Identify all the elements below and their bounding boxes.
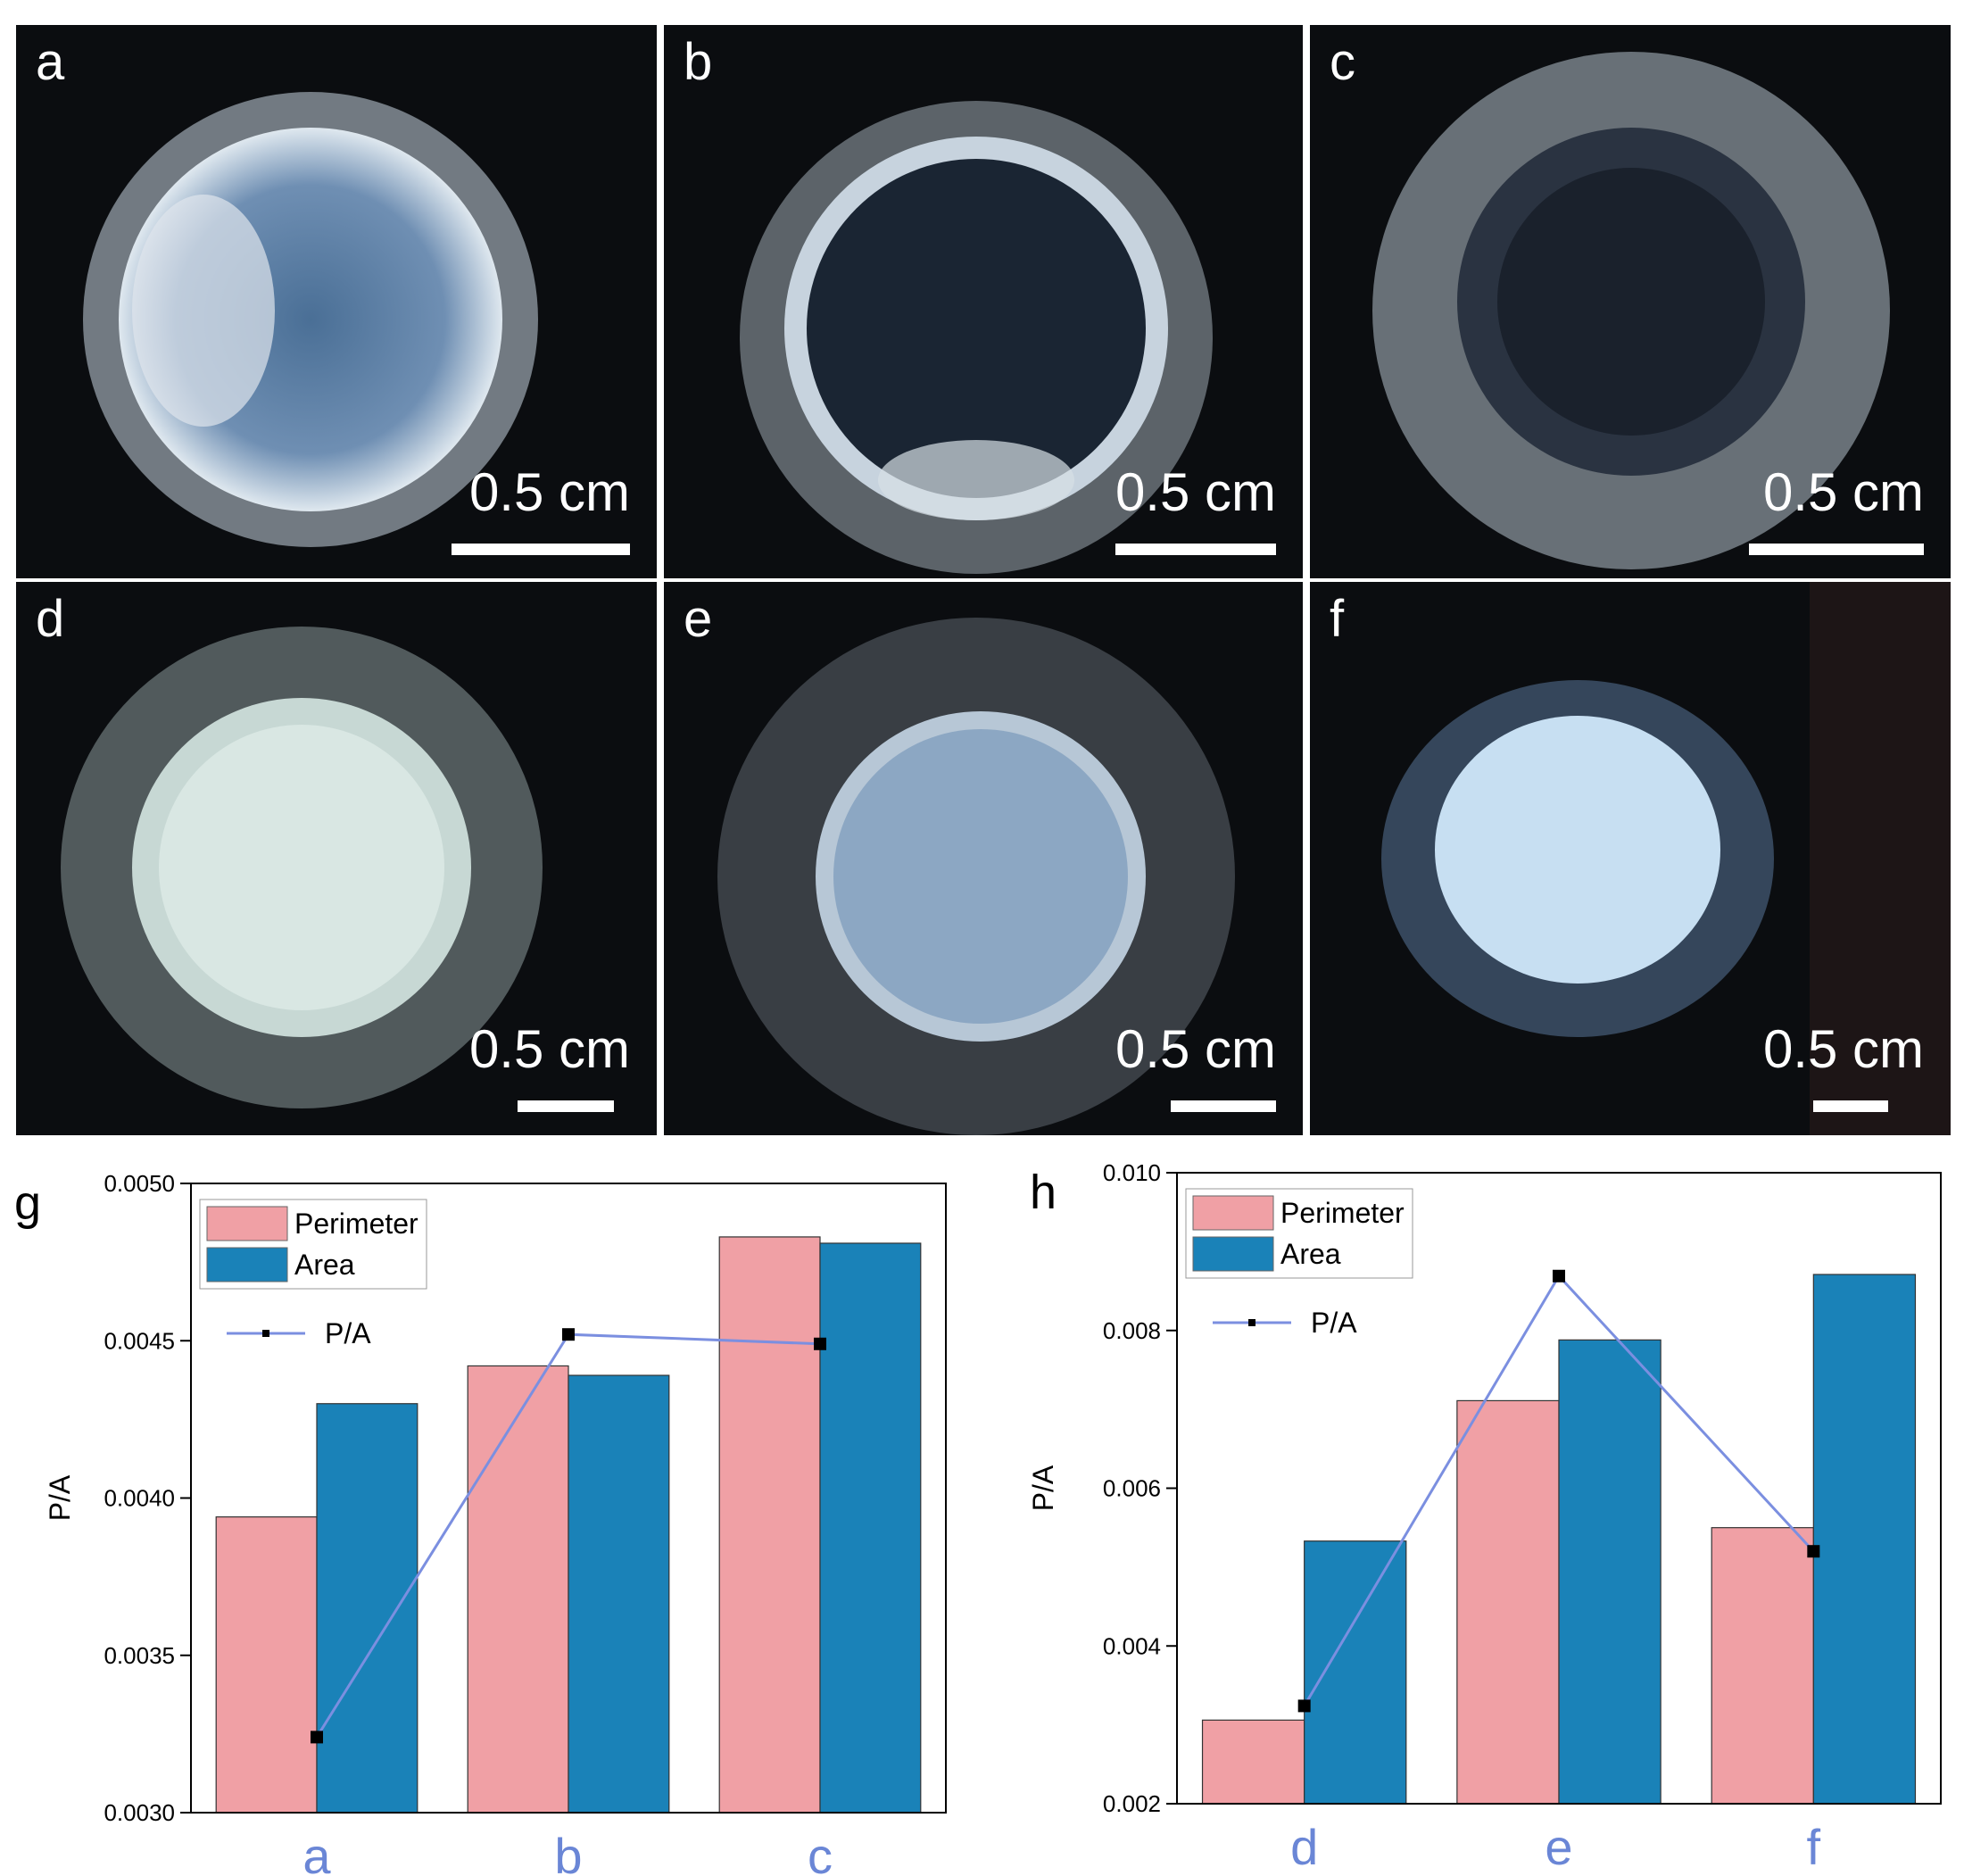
y-tick-label-g-2: 0.0040 [104,1485,175,1512]
legend-label-perimeter-g: Perimeter [294,1208,418,1240]
x-category-label-c: c [808,1828,833,1876]
legend-label-pa-h: P/A [1311,1307,1357,1339]
scale-label-a: 0.5 cm [468,462,630,522]
scale-label-b: 0.5 cm [1115,462,1276,522]
pa-point-d [1297,1699,1311,1713]
scale-bar-d [518,1100,614,1112]
bar-perimeter-a [215,1516,318,1814]
bar-area-b [568,1374,670,1814]
specimen-b-image [740,101,1213,574]
bar-area-a [316,1403,418,1814]
x-category-label-d: d [1290,1819,1318,1875]
panel-letter-e: e [684,590,713,648]
y-axis-label-h: P/A [1027,1465,1059,1511]
scale-bar-a [452,544,630,555]
panel-letter-b: b [684,33,713,91]
legend-label-pa-g: P/A [325,1317,371,1349]
scale-label-d: 0.5 cm [468,1019,630,1079]
legend-label-area-g: Area [294,1249,355,1281]
bar-perimeter-f [1711,1527,1814,1805]
plot-frame-g [190,1183,947,1814]
y-tick-label-g-4: 0.0050 [104,1170,175,1197]
x-category-label-a: a [302,1828,331,1876]
specimen-a-image [83,92,538,547]
bar-area-f [1812,1274,1917,1805]
chart-h: h 0.002 0.004 0.006 0.008 0.010 P/A d e f Perimete… [1027,1159,1942,1875]
x-category-label-b: b [554,1828,582,1876]
specimen-f-image [1381,582,1951,1135]
y-tick-label-h-0: 0.002 [1103,1790,1161,1817]
panel-letter-f: f [1330,590,1345,648]
legend-marker-pa-h [1248,1319,1255,1326]
y-axis-label-g: P/A [44,1474,76,1521]
y-tick-label-h-3: 0.008 [1103,1317,1161,1344]
y-tick-label-h-2: 0.006 [1103,1475,1161,1502]
chart-g: g 0.0030 0.0035 0.0040 0.0045 0.0050 P/A a b c Per… [14,1170,947,1876]
photo-panel-f: f 0.5 cm [1310,582,1951,1135]
y-tick-label-h-4: 0.010 [1103,1159,1161,1186]
legend-swatch-perimeter-g [206,1206,288,1241]
panel-letter-g: g [14,1176,41,1230]
scale-label-c: 0.5 cm [1762,462,1924,522]
bar-area-e [1558,1339,1662,1805]
panel-letter-c: c [1330,33,1355,91]
x-category-label-f: f [1807,1819,1821,1875]
pa-point-b [562,1328,575,1341]
y-tick-label-g-3: 0.0045 [104,1327,175,1354]
scale-bar-c [1749,544,1924,555]
y-tick-label-g-1: 0.0035 [104,1642,175,1669]
legend-label-perimeter-h: Perimeter [1280,1197,1405,1229]
photo-panel-a: a 0.5 cm [16,25,657,578]
specimen-c-image [1372,52,1890,569]
photo-panel-c: c 0.5 cm [1310,25,1951,578]
x-category-label-e: e [1545,1819,1572,1875]
pa-point-c [814,1337,826,1350]
bar-perimeter-c [718,1236,821,1814]
scale-label-f: 0.5 cm [1762,1019,1924,1079]
bar-perimeter-d [1201,1719,1305,1805]
legend-swatch-area-g [206,1247,288,1282]
pa-point-f [1807,1545,1820,1558]
specimen-e-image [717,618,1235,1135]
legend-label-area-h: Area [1280,1238,1341,1270]
photo-panel-b: b 0.5 cm [664,25,1303,578]
y-tick-label-g-0: 0.0030 [104,1799,175,1826]
panel-letter-d: d [36,590,65,648]
legend-swatch-perimeter-h [1192,1195,1274,1231]
legend-swatch-area-h [1192,1236,1274,1272]
photo-panel-e: e 0.5 cm [664,582,1303,1135]
plot-frame-h [1176,1172,1942,1805]
photo-panel-d: d 0.5 cm [16,582,657,1135]
scale-bar-e [1171,1100,1276,1112]
panel-letter-a: a [36,33,65,91]
bar-area-d [1304,1540,1407,1805]
pa-point-a [311,1731,323,1744]
scale-bar-b [1115,544,1276,555]
scale-bar-f [1813,1100,1888,1112]
bar-perimeter-b [467,1365,569,1814]
legend-marker-pa-g [262,1330,269,1337]
specimen-d-image [61,627,543,1108]
pa-point-e [1553,1269,1565,1282]
y-tick-label-h-1: 0.004 [1103,1632,1161,1659]
bar-perimeter-e [1456,1399,1560,1805]
scale-label-e: 0.5 cm [1115,1019,1276,1079]
panel-letter-h: h [1030,1166,1057,1219]
bar-area-c [819,1242,922,1814]
